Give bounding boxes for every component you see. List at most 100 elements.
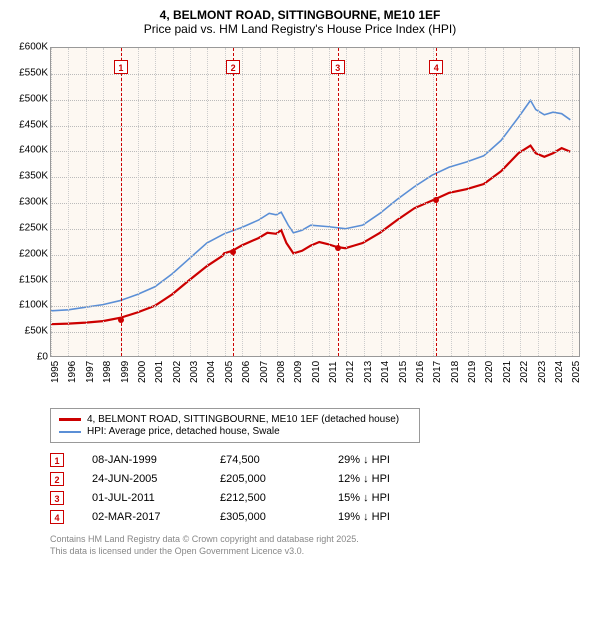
footer: Contains HM Land Registry data © Crown c… — [50, 534, 590, 557]
y-axis-tick: £100K — [10, 300, 48, 311]
h-gridline — [51, 126, 579, 127]
sale-row: 1 08-JAN-1999 £74,500 29% ↓ HPI — [50, 453, 590, 467]
v-gridline — [68, 48, 69, 356]
h-gridline — [51, 281, 579, 282]
v-gridline — [555, 48, 556, 356]
v-gridline — [103, 48, 104, 356]
sale-row-delta: 15% ↓ HPI — [338, 492, 418, 504]
sale-point-dot — [433, 197, 439, 203]
v-gridline — [138, 48, 139, 356]
sale-row-delta: 19% ↓ HPI — [338, 511, 418, 523]
sale-row-marker: 1 — [50, 453, 64, 467]
y-axis-tick: £400K — [10, 145, 48, 156]
legend-label: 4, BELMONT ROAD, SITTINGBOURNE, ME10 1EF… — [87, 414, 399, 425]
sale-row-marker: 4 — [50, 510, 64, 524]
plot-region: 1 2 3 4 — [50, 47, 580, 357]
v-gridline — [190, 48, 191, 356]
v-gridline — [485, 48, 486, 356]
sale-marker-label: 1 — [114, 60, 128, 74]
sale-point-dot — [335, 245, 341, 251]
v-gridline — [86, 48, 87, 356]
h-gridline — [51, 74, 579, 75]
chart-title: 4, BELMONT ROAD, SITTINGBOURNE, ME10 1EF — [10, 8, 590, 22]
v-gridline — [538, 48, 539, 356]
v-gridline — [225, 48, 226, 356]
footer-line2: This data is licensed under the Open Gov… — [50, 546, 590, 558]
sales-table: 1 08-JAN-1999 £74,500 29% ↓ HPI 2 24-JUN-2005… — [50, 453, 590, 524]
v-gridline — [51, 48, 52, 356]
v-gridline — [277, 48, 278, 356]
sale-row-marker: 2 — [50, 472, 64, 486]
v-gridline — [572, 48, 573, 356]
y-axis-tick: £0 — [10, 352, 48, 363]
v-gridline — [364, 48, 365, 356]
legend-swatch — [59, 418, 81, 421]
sale-marker-line — [338, 48, 339, 356]
legend-label: HPI: Average price, detached house, Swal… — [87, 426, 280, 437]
y-axis-tick: £450K — [10, 119, 48, 130]
legend-item: 4, BELMONT ROAD, SITTINGBOURNE, ME10 1EF… — [59, 414, 411, 425]
chart-container: 4, BELMONT ROAD, SITTINGBOURNE, ME10 1EF… — [0, 0, 600, 565]
legend-swatch — [59, 431, 81, 433]
sale-row-price: £212,500 — [220, 492, 310, 504]
h-gridline — [51, 100, 579, 101]
v-gridline — [329, 48, 330, 356]
sale-row-marker: 3 — [50, 491, 64, 505]
sale-row: 4 02-MAR-2017 £305,000 19% ↓ HPI — [50, 510, 590, 524]
sale-row-date: 02-MAR-2017 — [92, 511, 192, 523]
sale-marker-label: 2 — [226, 60, 240, 74]
sale-row: 3 01-JUL-2011 £212,500 15% ↓ HPI — [50, 491, 590, 505]
sale-point-dot — [118, 317, 124, 323]
v-gridline — [207, 48, 208, 356]
sale-row-price: £205,000 — [220, 473, 310, 485]
h-gridline — [51, 151, 579, 152]
sale-row-delta: 29% ↓ HPI — [338, 454, 418, 466]
y-axis-tick: £500K — [10, 93, 48, 104]
h-gridline — [51, 306, 579, 307]
v-gridline — [242, 48, 243, 356]
sale-row-date: 08-JAN-1999 — [92, 454, 192, 466]
sale-marker-label: 4 — [429, 60, 443, 74]
v-gridline — [260, 48, 261, 356]
v-gridline — [416, 48, 417, 356]
y-axis-tick: £300K — [10, 197, 48, 208]
v-gridline — [399, 48, 400, 356]
v-gridline — [173, 48, 174, 356]
title-block: 4, BELMONT ROAD, SITTINGBOURNE, ME10 1EF… — [10, 8, 590, 36]
chart-svg — [51, 48, 579, 356]
h-gridline — [51, 203, 579, 204]
v-gridline — [155, 48, 156, 356]
y-axis-tick: £150K — [10, 274, 48, 285]
legend-item: HPI: Average price, detached house, Swal… — [59, 426, 411, 437]
y-axis-tick: £200K — [10, 248, 48, 259]
v-gridline — [520, 48, 521, 356]
sale-row-price: £74,500 — [220, 454, 310, 466]
sale-row-date: 01-JUL-2011 — [92, 492, 192, 504]
legend: 4, BELMONT ROAD, SITTINGBOURNE, ME10 1EF… — [50, 408, 420, 443]
sale-marker-label: 3 — [331, 60, 345, 74]
h-gridline — [51, 332, 579, 333]
sale-point-dot — [230, 249, 236, 255]
v-gridline — [294, 48, 295, 356]
chart-subtitle: Price paid vs. HM Land Registry's House … — [10, 22, 590, 36]
y-axis-tick: £600K — [10, 42, 48, 53]
y-axis-tick: £250K — [10, 222, 48, 233]
v-gridline — [312, 48, 313, 356]
sale-row-price: £305,000 — [220, 511, 310, 523]
y-axis-tick: £50K — [10, 326, 48, 337]
footer-line1: Contains HM Land Registry data © Crown c… — [50, 534, 590, 546]
v-gridline — [503, 48, 504, 356]
sale-marker-line — [233, 48, 234, 356]
y-axis-tick: £550K — [10, 67, 48, 78]
x-axis-tick: 2025 — [571, 361, 600, 383]
sale-row-delta: 12% ↓ HPI — [338, 473, 418, 485]
v-gridline — [346, 48, 347, 356]
sale-row: 2 24-JUN-2005 £205,000 12% ↓ HPI — [50, 472, 590, 486]
v-gridline — [451, 48, 452, 356]
y-axis-tick: £350K — [10, 171, 48, 182]
h-gridline — [51, 255, 579, 256]
h-gridline — [51, 229, 579, 230]
h-gridline — [51, 177, 579, 178]
v-gridline — [468, 48, 469, 356]
sale-row-date: 24-JUN-2005 — [92, 473, 192, 485]
